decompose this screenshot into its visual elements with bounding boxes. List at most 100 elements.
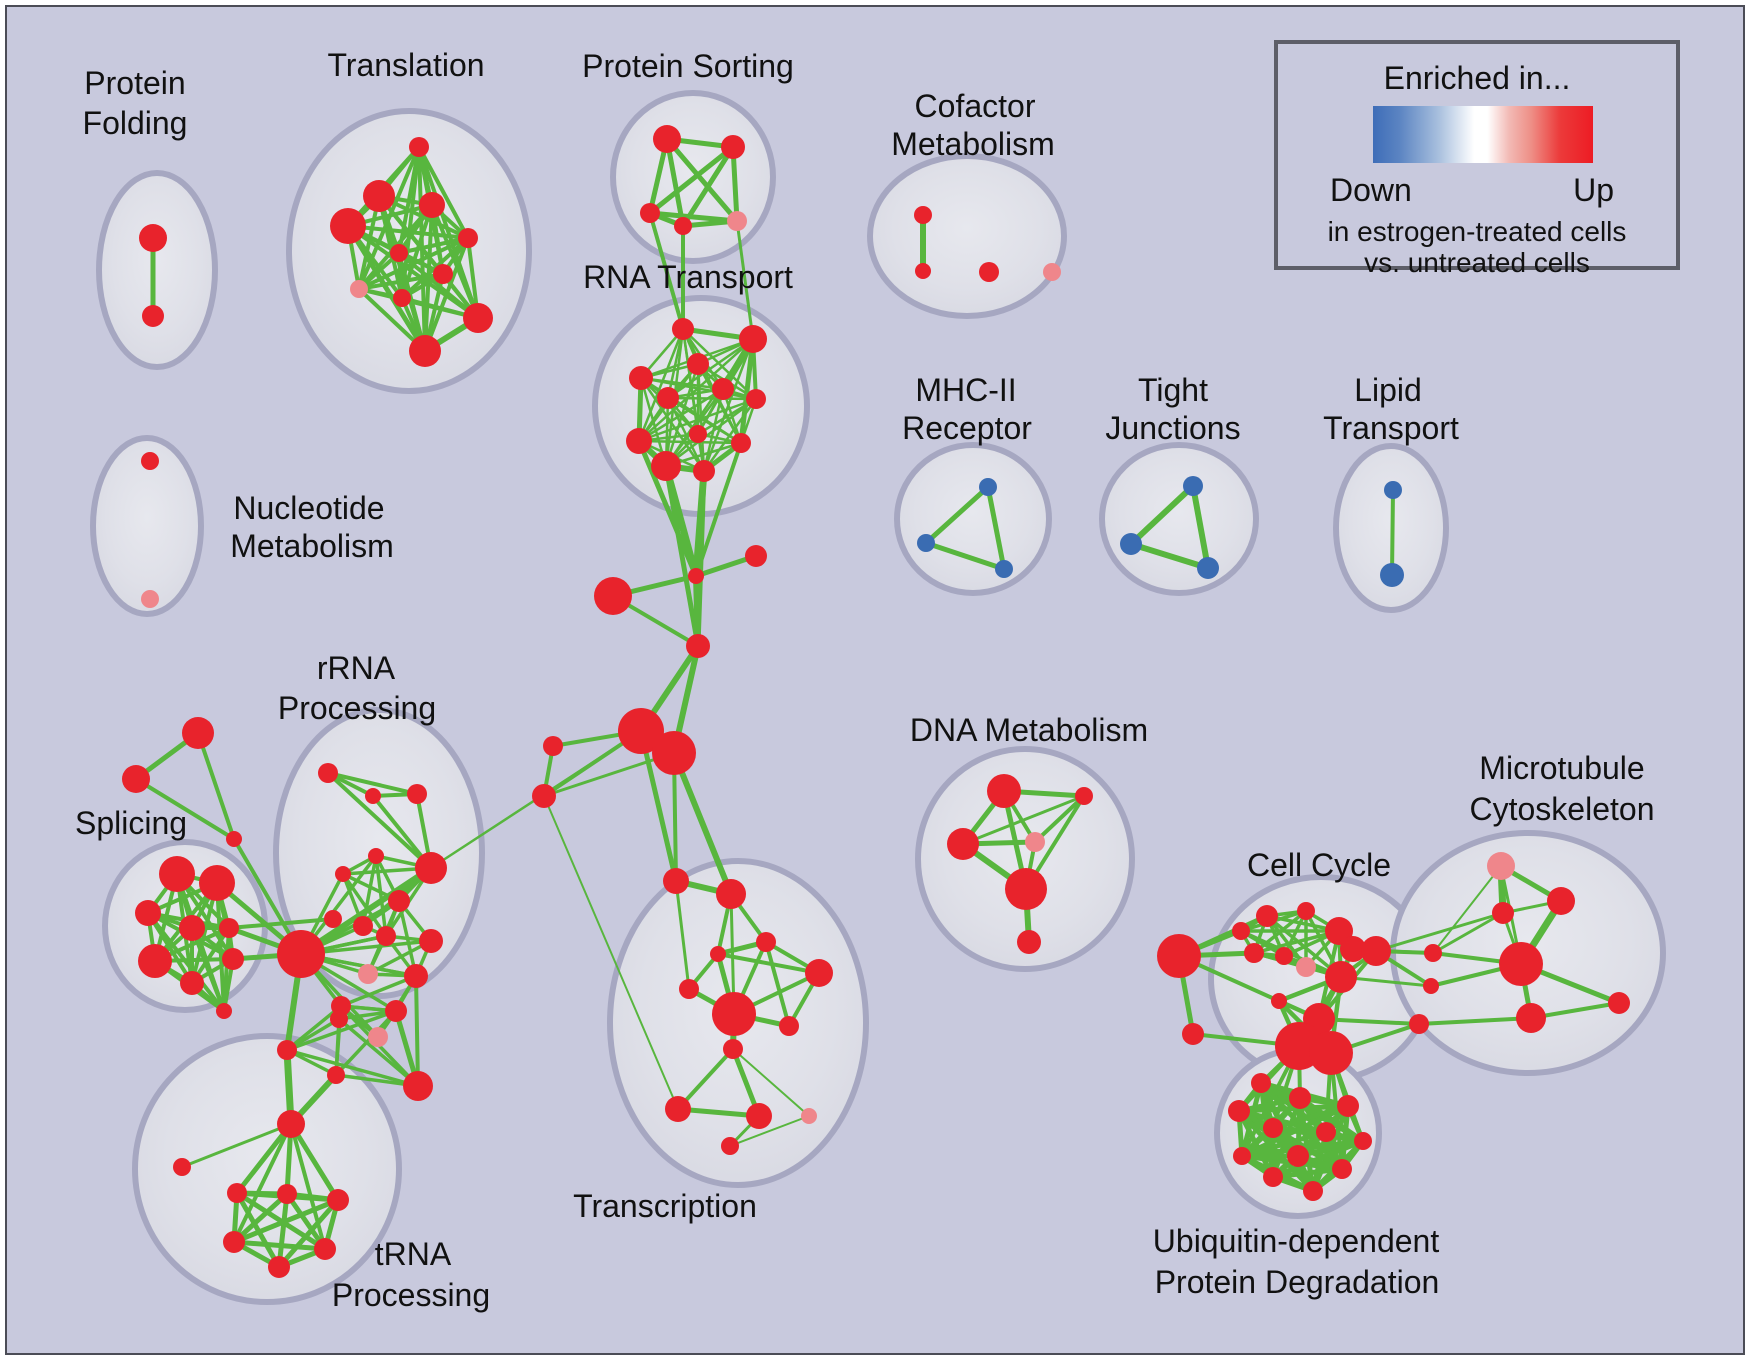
cluster-label-cellcycle-line0: Cell Cycle xyxy=(1247,847,1391,883)
node-cofactor-0 xyxy=(914,206,932,224)
cluster-label-nucleotide-line1: Metabolism xyxy=(230,528,394,564)
cluster-label-splicing-line0: Splicing xyxy=(75,805,187,841)
node-cellcycle-9 xyxy=(1325,961,1357,993)
node-bridge-6 xyxy=(543,736,563,756)
node-transcription-1 xyxy=(716,879,746,909)
edge xyxy=(215,881,226,1013)
node-splicing-8 xyxy=(222,948,244,970)
edge xyxy=(339,974,418,1008)
node-rrna-19 xyxy=(403,1071,433,1101)
edge xyxy=(345,223,428,354)
node-cellcycle-18 xyxy=(1409,1014,1429,1034)
node-trna-0 xyxy=(277,1110,305,1138)
edge xyxy=(647,210,740,224)
node-transcription-0 xyxy=(663,868,689,894)
edge xyxy=(638,728,679,884)
node-rna-transport-10 xyxy=(651,451,681,481)
node-rrna-18 xyxy=(327,1066,345,1084)
node-rna-transport-2 xyxy=(629,366,653,390)
node-trna-6 xyxy=(314,1238,336,1260)
node-cellcycle-7 xyxy=(1340,936,1366,962)
node-transcription-11 xyxy=(801,1108,817,1124)
node-cellcycle-17 xyxy=(1423,978,1439,994)
node-cellcycle-2 xyxy=(1256,905,1278,927)
edge xyxy=(134,777,236,841)
edge xyxy=(543,795,679,1110)
node-mhc-0 xyxy=(979,478,997,496)
node-transcription-3 xyxy=(710,946,726,962)
node-bridge-2 xyxy=(594,577,632,615)
node-cellcycle-14 xyxy=(1309,1031,1353,1075)
edge xyxy=(542,751,676,798)
cluster-label-protein-folding-line1: Folding xyxy=(83,105,188,141)
nodes-layer xyxy=(122,125,1630,1278)
node-dna-5 xyxy=(1017,930,1041,954)
cluster-label-cofactor-line0: Cofactor xyxy=(915,88,1036,124)
node-trna-3 xyxy=(277,1184,297,1204)
node-trna-4 xyxy=(327,1189,349,1211)
node-trna-5 xyxy=(223,1231,245,1253)
edge xyxy=(288,1121,341,1203)
node-transcription-2 xyxy=(756,932,776,952)
edge xyxy=(276,1197,341,1270)
edge xyxy=(664,397,758,468)
edge xyxy=(346,224,470,240)
node-rrna-11 xyxy=(358,964,378,984)
cluster-label-protein-folding-line0: Protein xyxy=(84,65,185,101)
node-cellcycle-8 xyxy=(1296,957,1316,977)
node-transcription-7 xyxy=(779,1016,799,1036)
legend-down-label: Down xyxy=(1330,172,1412,208)
node-dna-3 xyxy=(1025,832,1045,852)
edge xyxy=(196,731,236,841)
node-bridge-7 xyxy=(532,784,556,808)
cluster-ellipse-nucleotide xyxy=(90,435,204,617)
node-splicing-1 xyxy=(199,865,235,901)
edge xyxy=(681,327,758,401)
node-tight-1 xyxy=(1120,533,1142,555)
figure-board: Protein Folding Translation Protein Sorting… xyxy=(5,5,1745,1355)
cluster-label-protein-sorting-line0: Protein Sorting xyxy=(582,48,794,84)
edge xyxy=(735,219,755,341)
node-translation-0 xyxy=(409,137,429,157)
node-bridge-0 xyxy=(688,568,704,584)
node-splicing-5 xyxy=(138,944,172,978)
node-rrna-17 xyxy=(277,1040,297,1060)
node-microtubule-0 xyxy=(1487,852,1515,880)
node-rrna-3 xyxy=(335,866,351,882)
node-ubiquitin-2 xyxy=(1228,1100,1250,1122)
edge xyxy=(430,203,480,320)
edge xyxy=(663,463,701,649)
node-translation-2 xyxy=(419,192,445,218)
node-cellcycle-10 xyxy=(1361,936,1391,966)
edge xyxy=(637,337,755,443)
edge xyxy=(285,1017,341,1052)
edge xyxy=(923,540,1007,572)
edge xyxy=(671,750,734,897)
node-ubiquitin-6 xyxy=(1354,1132,1372,1150)
node-ubiquitin-0 xyxy=(1251,1073,1271,1093)
edge xyxy=(676,1047,735,1111)
node-protein-sorting-3 xyxy=(674,217,692,235)
node-rna-transport-3 xyxy=(687,353,709,375)
node-trna-2 xyxy=(227,1183,247,1203)
legend-up-label: Up xyxy=(1573,172,1614,208)
edge xyxy=(702,397,758,473)
edge xyxy=(357,145,421,291)
node-transcription-8 xyxy=(723,1039,743,1059)
edge xyxy=(1417,1016,1533,1026)
node-protein-sorting-1 xyxy=(721,135,745,159)
edge xyxy=(1190,483,1211,571)
edge xyxy=(232,1122,293,1244)
edge xyxy=(1270,1166,1345,1180)
edge xyxy=(1390,488,1395,577)
node-rrna-9 xyxy=(376,926,396,946)
cluster-ellipse-cofactor xyxy=(867,153,1067,319)
edge xyxy=(985,484,1007,572)
node-microtubule-4 xyxy=(1516,1003,1546,1033)
node-rna-transport-4 xyxy=(712,378,734,400)
edge xyxy=(1236,1103,1351,1114)
edge xyxy=(716,952,821,975)
node-bridge-5 xyxy=(686,634,710,658)
node-lipid-0 xyxy=(1384,481,1402,499)
node-ubiquitin-5 xyxy=(1316,1122,1336,1142)
